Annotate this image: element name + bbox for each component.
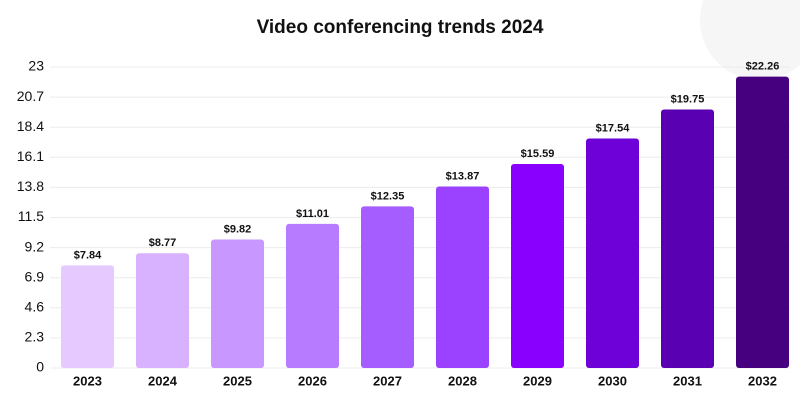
bar (61, 265, 114, 368)
y-tick-label: 18.4 (17, 118, 44, 134)
x-tick-label: 2030 (598, 373, 627, 388)
bar (436, 186, 489, 368)
y-tick-label: 20.7 (17, 88, 44, 104)
y-tick-label: 13.8 (17, 178, 44, 194)
y-tick-label: 6.9 (25, 268, 45, 284)
bar (586, 138, 639, 368)
chart-title: Video conferencing trends 2024 (257, 17, 544, 38)
data-label: $17.54 (596, 122, 631, 134)
y-tick-label: 23 (28, 58, 44, 74)
y-tick-label: 4.6 (25, 299, 45, 315)
x-tick-label: 2028 (448, 373, 477, 388)
background-decoration (700, 0, 800, 80)
bar (361, 206, 414, 368)
data-label: $11.01 (296, 208, 329, 220)
y-tick-label: 9.2 (25, 238, 45, 254)
bar (286, 223, 339, 368)
x-tick-label: 2024 (148, 373, 178, 388)
bar (661, 109, 714, 369)
data-label: $12.35 (371, 190, 405, 202)
bar (136, 253, 189, 368)
bar (511, 163, 564, 368)
bar (211, 239, 264, 368)
x-tick-label: 2025 (223, 373, 252, 388)
x-tick-label: 2031 (673, 373, 702, 388)
y-tick-label: 2.3 (25, 329, 45, 345)
data-label: $9.82 (224, 223, 252, 235)
bar (736, 76, 789, 368)
data-label: $8.77 (149, 237, 177, 249)
y-tick-label: 11.5 (18, 208, 44, 224)
data-label: $22.26 (746, 61, 780, 73)
data-label: $15.59 (521, 148, 555, 160)
x-tick-label: 2027 (373, 373, 402, 388)
x-tick-label: 2023 (73, 373, 102, 388)
x-tick-label: 2026 (298, 373, 327, 388)
data-label: $13.87 (446, 170, 480, 182)
x-tick-label: 2029 (523, 373, 552, 388)
y-tick-label: 0 (36, 359, 44, 375)
y-tick-label: 16.1 (17, 148, 44, 164)
data-label: $7.84 (74, 249, 102, 261)
data-label: $19.75 (671, 93, 705, 105)
x-tick-label: 2032 (748, 373, 777, 388)
